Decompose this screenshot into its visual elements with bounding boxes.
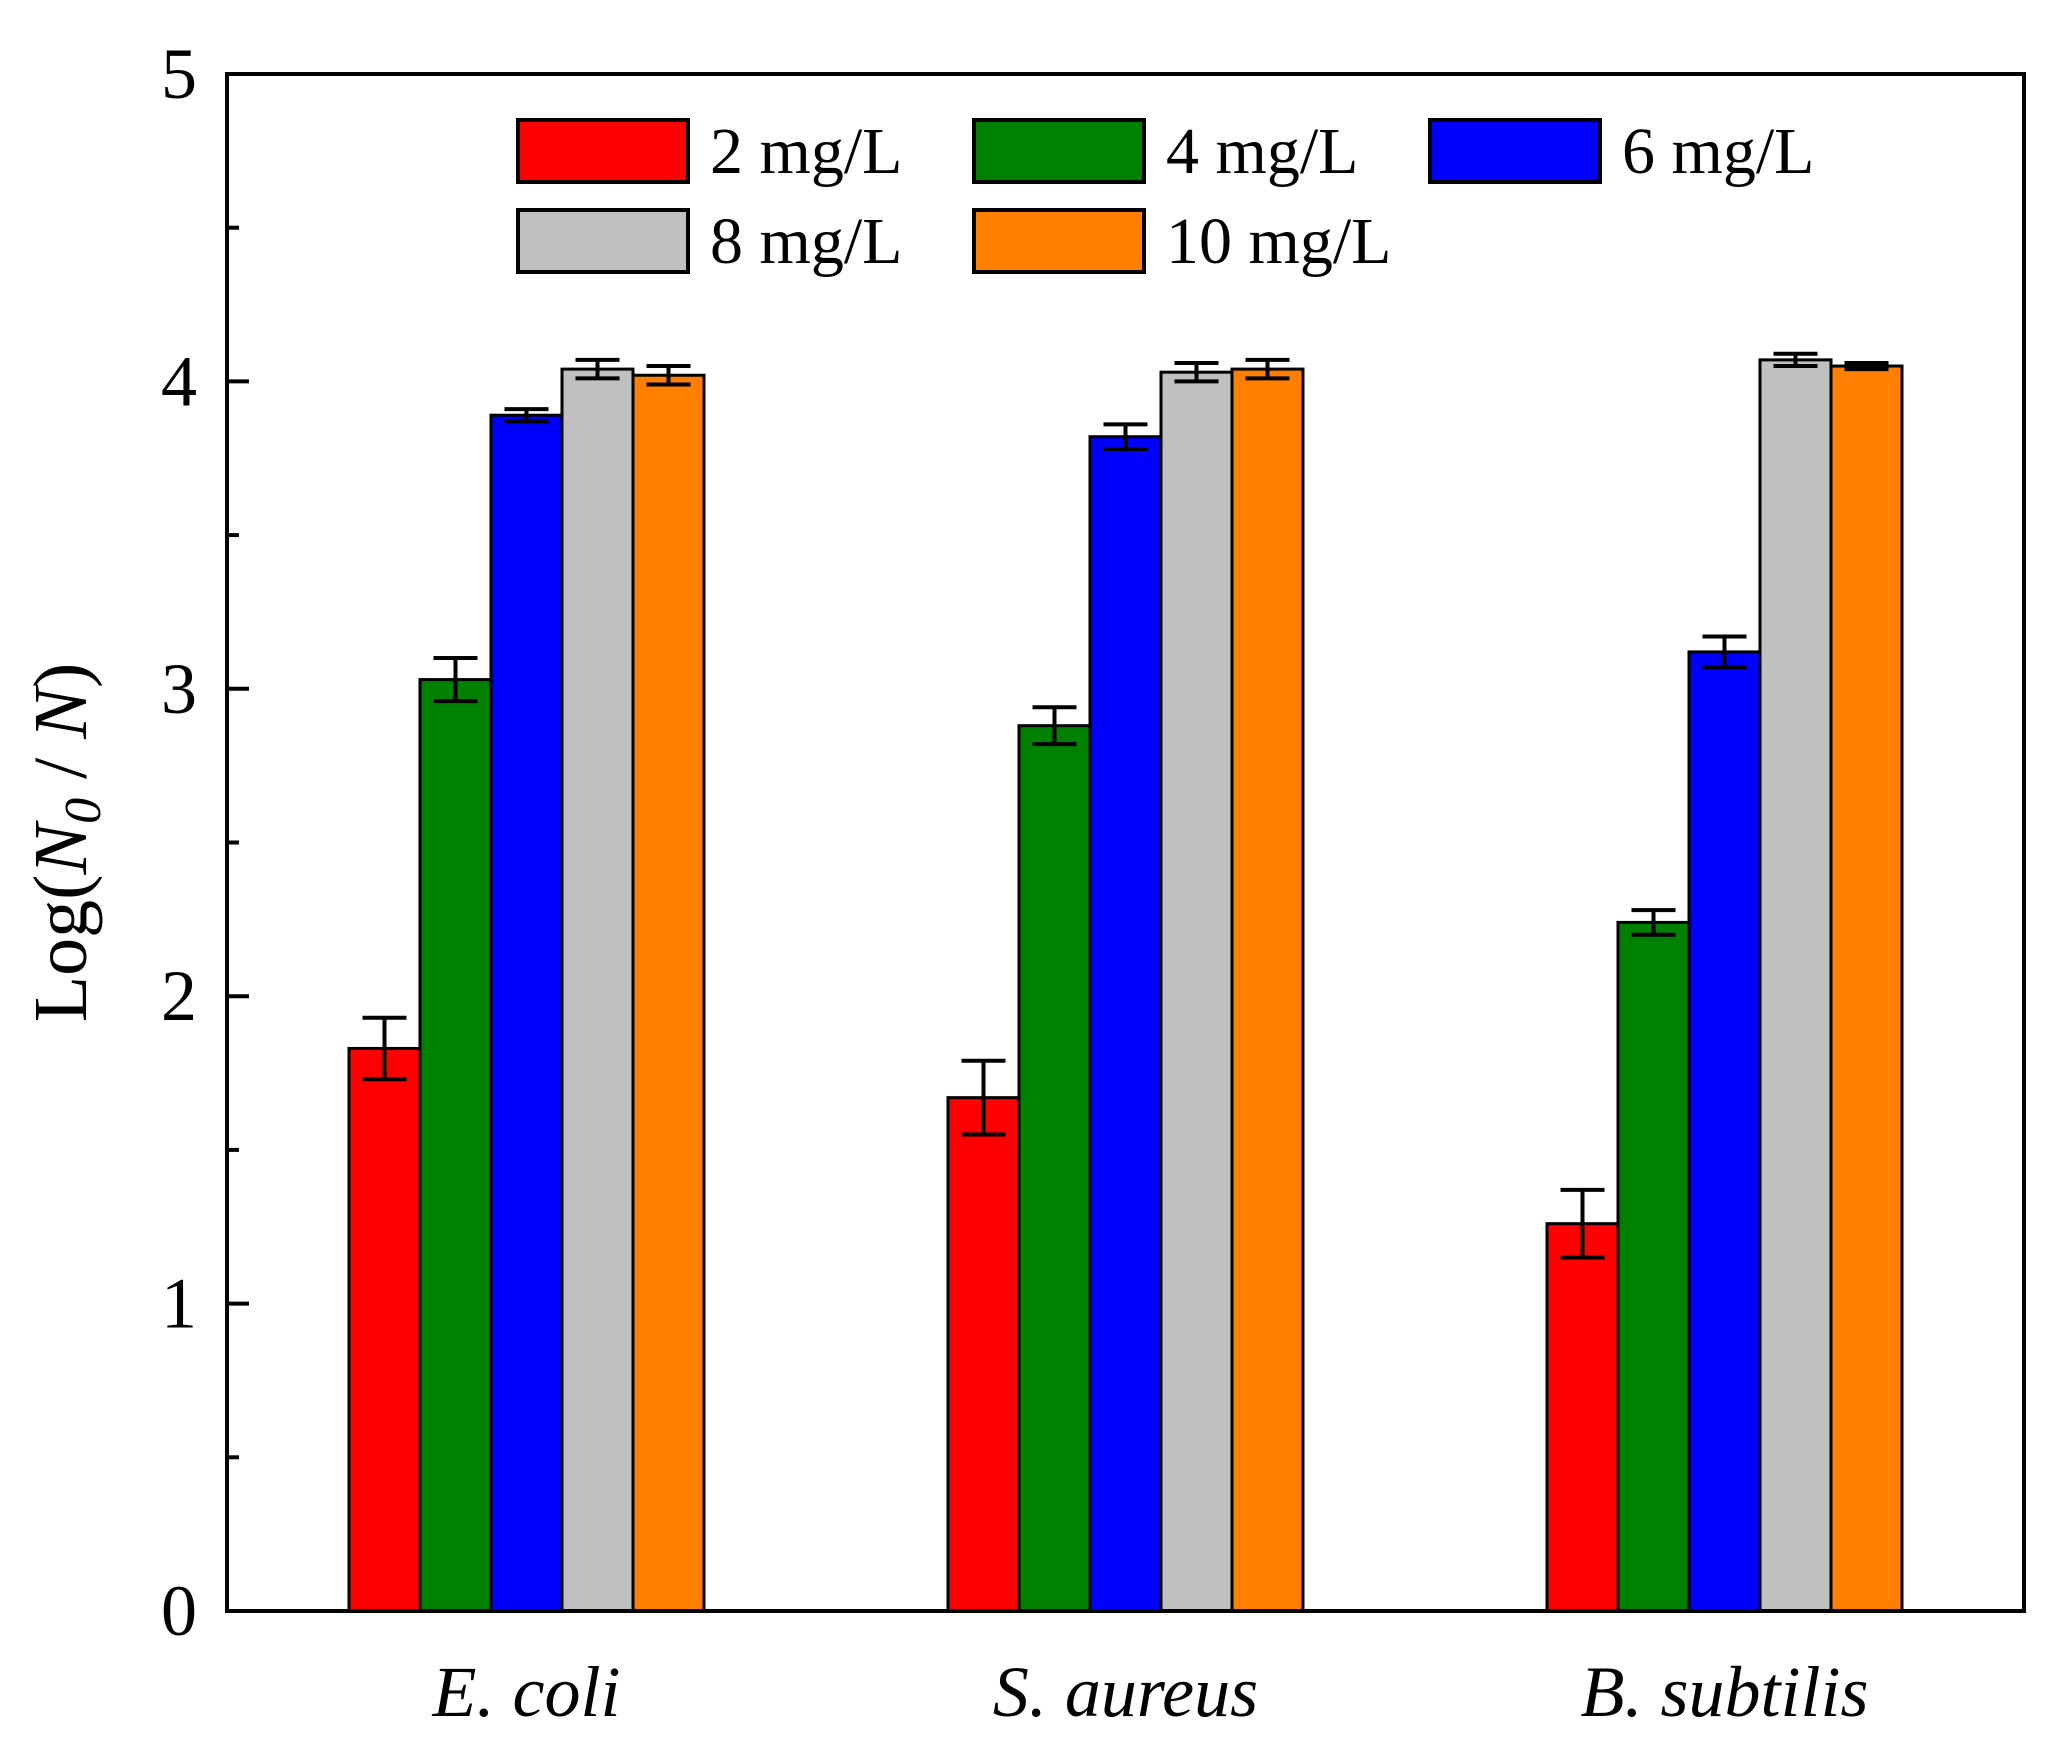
y-tick-label: 1 xyxy=(161,1264,197,1344)
y-tick-label: 0 xyxy=(161,1571,197,1651)
x-category-label: B. subtilis xyxy=(1580,1652,1868,1732)
legend-swatch xyxy=(516,208,690,274)
y-tick-label: 5 xyxy=(161,34,197,114)
legend-item: 10 mg/L xyxy=(972,205,1392,278)
bar xyxy=(1616,920,1691,1613)
legend-item: 8 mg/L xyxy=(516,205,903,278)
legend-label: 6 mg/L xyxy=(1622,115,1815,188)
y-axis: 0 1 2 3 4 5 xyxy=(161,34,249,1651)
bar xyxy=(1088,435,1163,1613)
error-bar xyxy=(504,407,549,424)
x-category-label: S. aureus xyxy=(993,1652,1258,1732)
bar xyxy=(418,678,493,1613)
error-bar xyxy=(362,1015,407,1082)
legend-swatch xyxy=(972,118,1146,184)
error-bar xyxy=(1844,360,1889,372)
bar xyxy=(1829,364,1904,1613)
legend-item: 6 mg/L xyxy=(1428,115,1815,188)
legend-swatch xyxy=(1428,118,1602,184)
bars-layer xyxy=(347,358,1904,1613)
x-category-label: E. coli xyxy=(432,1652,621,1732)
bar xyxy=(631,373,706,1613)
bar xyxy=(1159,370,1234,1613)
error-bar xyxy=(1631,908,1676,937)
legend-item: 2 mg/L xyxy=(516,115,903,188)
bar xyxy=(560,367,635,1613)
error-bar xyxy=(1032,705,1077,747)
legend: 2 mg/L 4 mg/L 6 mg/L 8 mg/L 10 mg/L xyxy=(516,115,1815,278)
bar xyxy=(1017,724,1092,1613)
error-bar xyxy=(961,1058,1006,1137)
legend-swatch xyxy=(516,118,690,184)
legend-label: 10 mg/L xyxy=(1166,205,1392,278)
bar xyxy=(489,413,564,1613)
legend-label: 2 mg/L xyxy=(710,115,903,188)
error-bar xyxy=(1245,357,1290,381)
error-bar xyxy=(1773,351,1818,369)
bar xyxy=(1758,358,1833,1613)
bar xyxy=(1230,367,1305,1613)
legend-swatch xyxy=(972,208,1146,274)
bar xyxy=(946,1096,1021,1613)
bar xyxy=(1545,1222,1620,1613)
error-bar xyxy=(646,364,691,387)
bar xyxy=(347,1046,422,1613)
y-axis-title: Log(N0 / N) xyxy=(19,663,112,1023)
error-bar xyxy=(1560,1187,1605,1260)
legend-label: 8 mg/L xyxy=(710,205,903,278)
error-bar xyxy=(433,656,478,704)
error-bars-layer xyxy=(362,351,1889,1260)
error-bar xyxy=(1103,422,1148,452)
legend-label: 4 mg/L xyxy=(1166,115,1359,188)
y-tick-label: 3 xyxy=(161,649,197,729)
error-bar xyxy=(575,357,620,381)
legend-item: 4 mg/L xyxy=(972,115,1359,188)
error-bar xyxy=(1702,634,1747,670)
y-tick-label: 2 xyxy=(161,956,197,1036)
y-tick-label: 4 xyxy=(161,341,197,421)
bar xyxy=(1687,650,1762,1613)
error-bar xyxy=(1174,360,1219,384)
x-axis: E. coli S. aureus B. subtilis xyxy=(432,1652,1869,1732)
